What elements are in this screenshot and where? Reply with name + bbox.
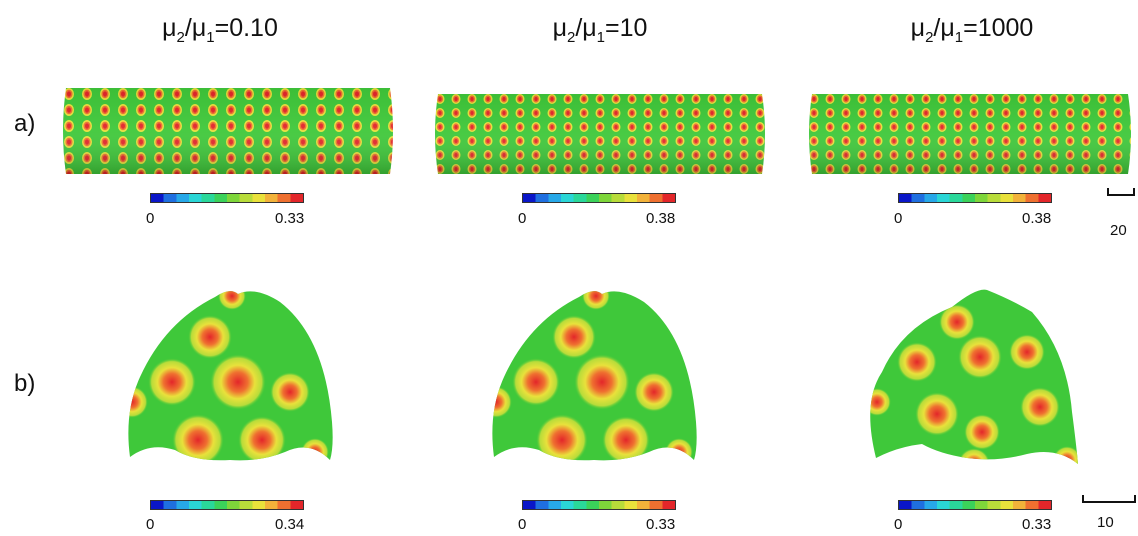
title-sub: 1 [954, 29, 964, 46]
title-sub: 1 [206, 29, 215, 46]
title-mid: /μ [933, 14, 955, 42]
title-value: =0.10 [214, 14, 278, 42]
dome-plot-2 [492, 291, 697, 461]
colorbar-b1 [150, 500, 304, 510]
dome-plot-3 [870, 289, 1079, 464]
title-mid: /μ [184, 14, 207, 42]
colorbar-a3-max: 0.38 [1022, 210, 1052, 227]
colorbar-b3 [898, 500, 1052, 510]
scalebar-b-label: 10 [1097, 514, 1114, 531]
colorbar-a3-min: 0 [894, 210, 903, 227]
title-value: =1000 [963, 14, 1034, 42]
colorbar-b3-min: 0 [894, 516, 903, 533]
scalebar-b [1082, 495, 1136, 503]
title-mu: μ [162, 14, 177, 42]
colorbar-a2 [522, 193, 676, 203]
column-title-2: μ2/μ1=10 [553, 14, 648, 46]
title-mu: μ [910, 14, 926, 42]
colorbar-b3-max: 0.33 [1022, 516, 1052, 533]
scalebar-a-label: 20 [1110, 222, 1127, 239]
colorbar-a2-min: 0 [518, 210, 527, 227]
cylinder-plot-1 [63, 88, 393, 174]
title-value: =10 [605, 14, 648, 42]
colorbar-b2 [522, 500, 676, 510]
colorbar-a3 [898, 193, 1052, 203]
colorbar-b1-min: 0 [146, 516, 155, 533]
colorbar-a1 [150, 193, 304, 203]
colorbar-b2-max: 0.33 [646, 516, 676, 533]
row-label-b: b) [14, 370, 36, 397]
title-sub: 1 [596, 29, 606, 46]
cylinder-plot-2 [435, 94, 765, 174]
dome-plot-1 [128, 291, 333, 461]
title-sub: 2 [176, 29, 185, 46]
scalebar-a [1107, 188, 1135, 196]
row-label-a: a) [14, 110, 36, 137]
title-mid: /μ [575, 14, 597, 42]
column-title-3: μ2/μ1=1000 [911, 14, 1034, 46]
colorbar-a2-max: 0.38 [646, 210, 676, 227]
cylinder-plot-3 [809, 94, 1131, 174]
title-mu: μ [552, 14, 567, 42]
title-sub: 2 [566, 29, 576, 46]
column-title-1: μ2/μ1=0.10 [162, 14, 278, 46]
title-sub: 2 [925, 29, 934, 46]
colorbar-a1-min: 0 [146, 210, 155, 227]
colorbar-b2-min: 0 [518, 516, 527, 533]
colorbar-b1-max: 0.34 [275, 516, 305, 533]
colorbar-a1-max: 0.33 [275, 210, 305, 227]
